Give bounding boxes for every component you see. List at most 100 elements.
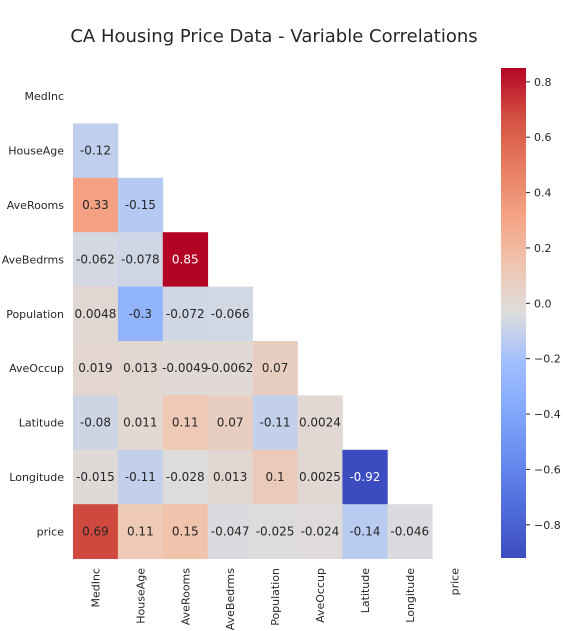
- x-tick-label-aveoccup: AveOccup: [314, 568, 327, 623]
- heatmap-cell-population-avebedrms: [207, 286, 253, 342]
- x-axis-tick-labels: MedInc HouseAge AveRooms AveBedrms Populatio…: [89, 568, 461, 630]
- cell-value-label: 0.0025: [299, 470, 341, 484]
- y-tick-label-houseage: HouseAge: [8, 145, 64, 158]
- y-tick-label-avebedrms: AveBedrms: [2, 253, 64, 266]
- cell-value-label: -0.3: [129, 307, 152, 321]
- cell-value-label: -0.024: [301, 524, 340, 538]
- heatmap-cell-avebedrms-medinc: [73, 232, 119, 287]
- heatmap-cell-longitude-averooms: [162, 449, 209, 505]
- heatmap-cell-latitude-avebedrms: [207, 395, 253, 451]
- cell-value-label: -0.08: [80, 416, 111, 430]
- heatmap-cell-longitude-medinc: [73, 449, 119, 505]
- y-axis-tick-labels: MedInc HouseAge AveRooms AveBedrms Populatio…: [2, 90, 64, 538]
- heatmap-cell-aveoccup-houseage: [117, 341, 164, 396]
- cell-value-label: -0.025: [256, 524, 295, 538]
- heatmap-cell-aveoccup-averooms: [162, 341, 209, 396]
- x-tick-label-averooms: AveRooms: [179, 568, 192, 625]
- colorbar-gradient: [501, 68, 526, 558]
- x-tick-label-houseage: HouseAge: [134, 568, 147, 624]
- heatmap-cell-price-averooms: [162, 504, 209, 559]
- heatmap-cell-population-houseage: [117, 286, 164, 342]
- cell-value-label: -0.0062: [207, 361, 253, 375]
- heatmap-cell-population-medinc: [73, 286, 119, 342]
- heatmap-cell-longitude-latitude: [342, 449, 388, 505]
- heatmap-cell-latitude-averooms: [162, 395, 209, 451]
- cell-value-label: 0.69: [82, 524, 109, 538]
- cell-value-label: 0.011: [123, 416, 157, 430]
- x-tick-label-latitude: Latitude: [359, 568, 372, 614]
- y-tick-label-latitude: Latitude: [19, 417, 65, 430]
- cell-value-label: 0.15: [172, 524, 199, 538]
- heatmap-cell-price-houseage: [117, 504, 164, 559]
- cell-value-label: -0.047: [211, 524, 250, 538]
- heatmap-cell-averooms-houseage: [117, 177, 164, 233]
- cell-value-label: 0.07: [262, 361, 289, 375]
- heatmap-cell-price-avebedrms: [207, 504, 253, 559]
- cell-value-label: 0.33: [82, 198, 109, 212]
- y-tick-label-medinc: MedInc: [24, 90, 64, 103]
- cell-value-label: 0.0048: [74, 307, 116, 321]
- heatmap-cell-price-population: [252, 504, 298, 559]
- heatmap-cells: -0.12 0.33 -0.15 -0.062 -0.078 0.85 0.0048 -0.3…: [73, 123, 433, 559]
- x-tick-label-avebedrms: AveBedrms: [224, 568, 237, 630]
- colorbar-tick-label: 0.2: [534, 242, 552, 255]
- cell-value-label: -0.072: [166, 307, 205, 321]
- cell-value-label: -0.062: [76, 252, 115, 266]
- cell-value-label: 0.85: [172, 252, 199, 266]
- heatmap-cell-latitude-population: [252, 395, 298, 451]
- colorbar-tick-label: 0.4: [534, 187, 552, 200]
- heatmap-cell-latitude-medinc: [73, 395, 119, 451]
- x-tick-label-price: price: [449, 568, 462, 596]
- colorbar-tick-label: 0.0: [534, 297, 552, 310]
- x-tick-label-longitude: Longitude: [404, 568, 417, 623]
- heatmap-cell-aveoccup-population: [252, 341, 298, 396]
- heatmap-cell-avebedrms-houseage: [117, 232, 164, 287]
- colorbar-tick-label: 0.8: [534, 76, 552, 89]
- cell-value-label: 0.1: [266, 470, 285, 484]
- colorbar-tick-label: −0.4: [534, 408, 561, 421]
- heatmap-cell-price-longitude: [387, 504, 433, 559]
- y-tick-label-averooms: AveRooms: [7, 199, 64, 212]
- cell-value-label: 0.013: [123, 361, 157, 375]
- heatmap-cell-avebedrms-averooms: [162, 232, 209, 287]
- heatmap-cell-price-latitude: [342, 504, 388, 559]
- colorbar-tick-label: −0.2: [534, 353, 561, 366]
- heatmap-cell-latitude-aveoccup: [297, 395, 343, 451]
- cell-value-label: -0.046: [390, 524, 429, 538]
- heatmap-cell-longitude-aveoccup: [297, 449, 343, 505]
- heatmap-cell-population-averooms: [162, 286, 209, 342]
- heatmap-cell-aveoccup-medinc: [73, 341, 119, 396]
- heatmap-cell-longitude-avebedrms: [207, 449, 253, 505]
- x-tick-label-population: Population: [269, 568, 282, 626]
- cell-value-label: -0.015: [76, 470, 115, 484]
- cell-value-label: -0.0049: [162, 361, 208, 375]
- heatmap-cell-longitude-houseage: [117, 449, 164, 505]
- y-tick-label-price: price: [37, 525, 65, 538]
- cell-value-label: -0.078: [121, 252, 160, 266]
- cell-value-label: -0.028: [166, 470, 205, 484]
- cell-value-label: -0.066: [211, 307, 250, 321]
- chart-title: CA Housing Price Data - Variable Correla…: [70, 26, 477, 47]
- cell-value-label: 0.11: [127, 524, 154, 538]
- colorbar-tick-label: −0.8: [534, 519, 561, 532]
- cell-value-label: -0.92: [349, 470, 380, 484]
- cell-value-label: -0.14: [349, 524, 380, 538]
- cell-value-label: -0.12: [80, 144, 111, 158]
- cell-value-label: 0.11: [172, 416, 199, 430]
- y-tick-label-longitude: Longitude: [9, 471, 64, 484]
- cell-value-label: -0.11: [125, 470, 156, 484]
- colorbar-tick-label: −0.6: [534, 463, 561, 476]
- heatmap-cell-aveoccup-avebedrms: [207, 341, 253, 396]
- heatmap-cell-longitude-population: [252, 449, 298, 505]
- heatmap-cell-price-aveoccup: [297, 504, 343, 559]
- cell-value-label: 0.019: [78, 361, 112, 375]
- x-tick-label-medinc: MedInc: [89, 568, 102, 608]
- colorbar-tick-label: 0.6: [534, 131, 552, 144]
- heatmap-cell-price-medinc: [73, 504, 119, 559]
- cell-value-label: -0.11: [260, 416, 291, 430]
- colorbar: 0.8 0.6 0.4 0.2 0.0 −0.2 −0.4 −0.6 −0.8: [501, 68, 561, 558]
- heatmap-cell-latitude-houseage: [117, 395, 164, 451]
- y-tick-label-population: Population: [6, 308, 64, 321]
- heatmap-cell-houseage-medinc: [73, 123, 119, 179]
